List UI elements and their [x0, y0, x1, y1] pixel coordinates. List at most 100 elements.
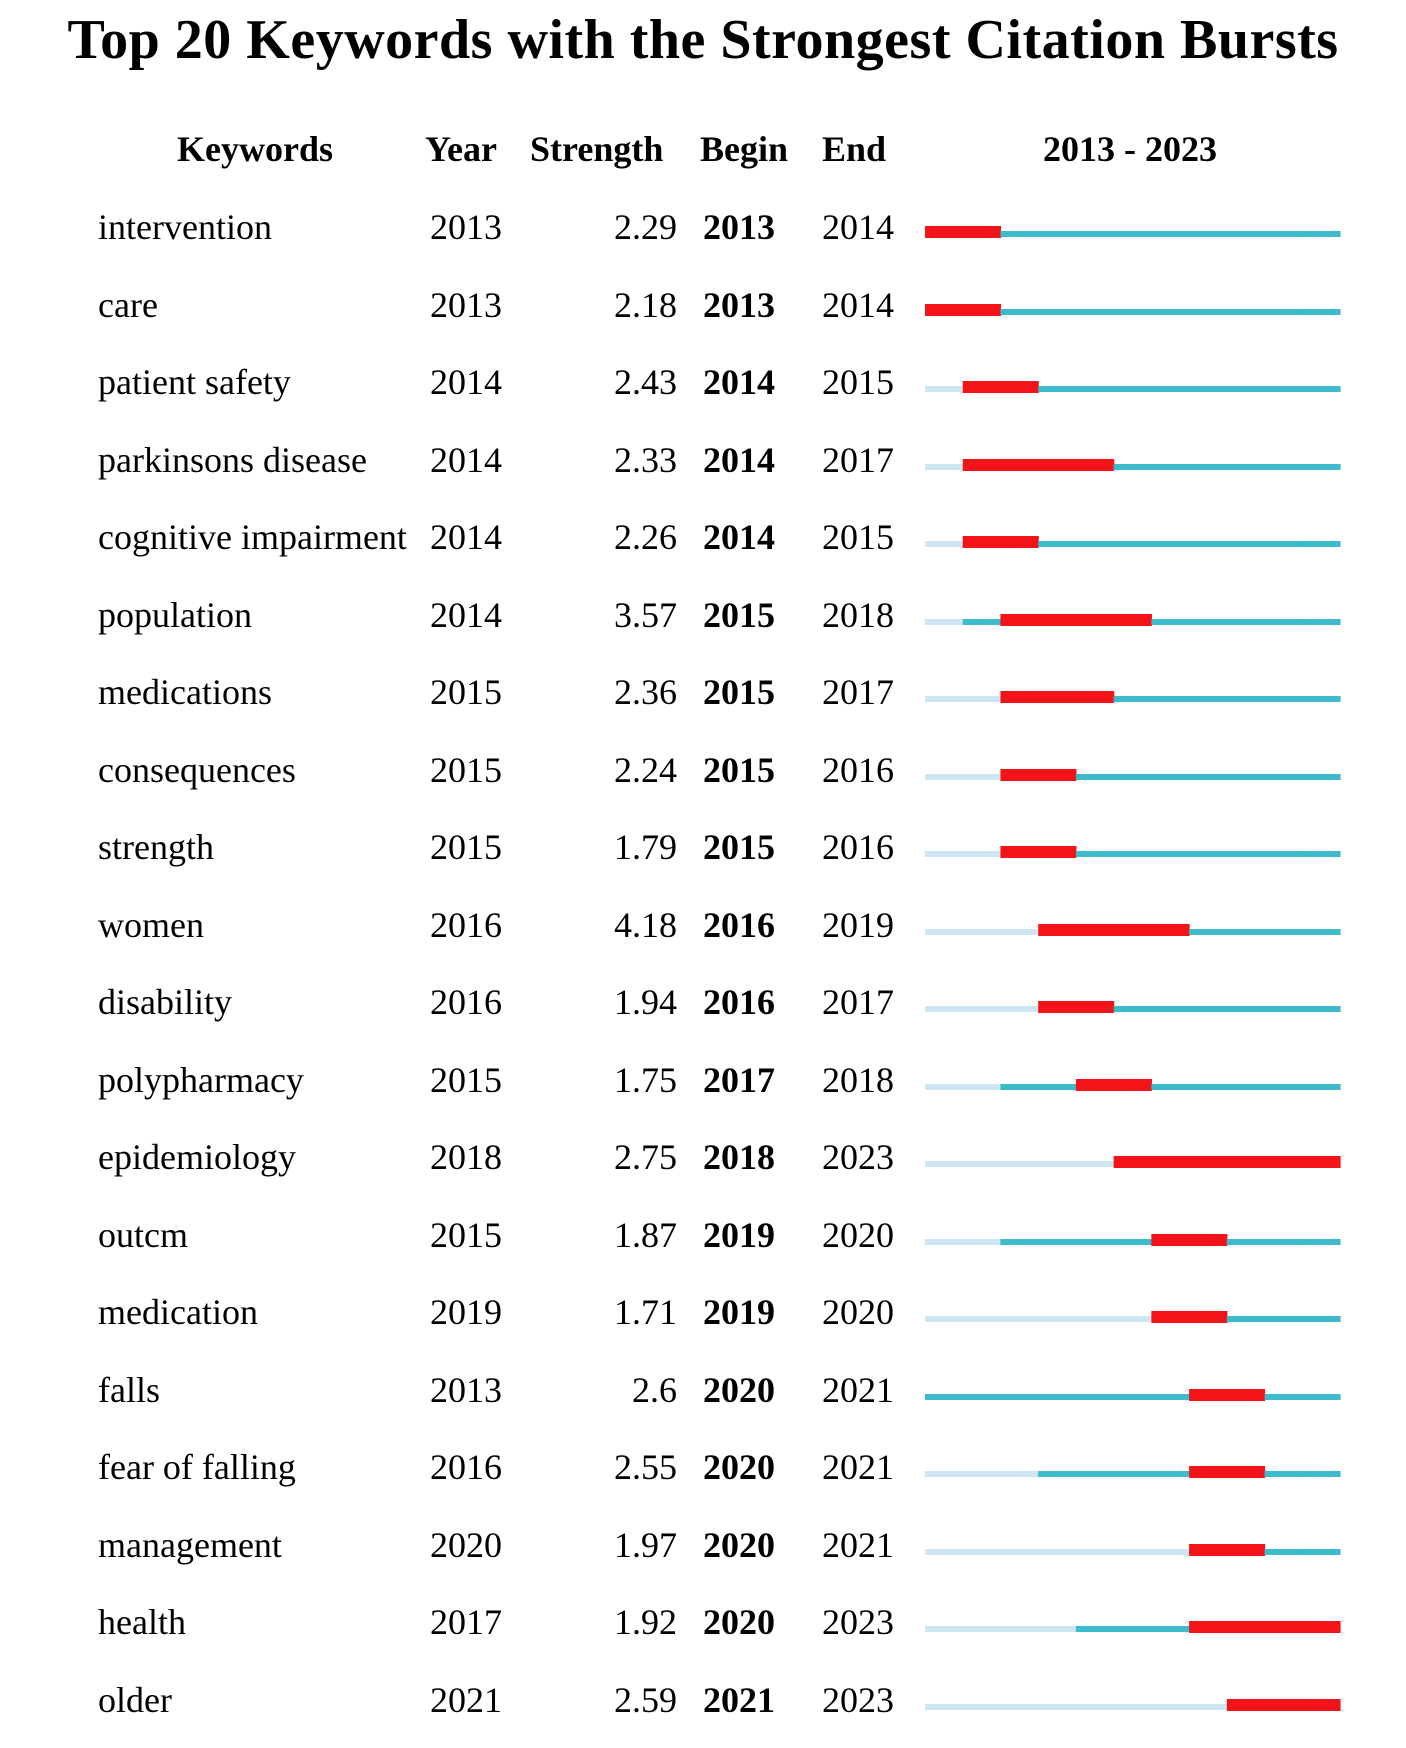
inactive-segment	[1189, 1703, 1228, 1710]
burst-segment	[925, 226, 964, 238]
inactive-segment	[1113, 1703, 1152, 1710]
keyword-cell: management	[98, 1524, 282, 1565]
burst-segment	[1113, 613, 1152, 626]
active-segment	[1151, 773, 1190, 780]
burst-segment	[962, 381, 1002, 393]
burst-segment	[1000, 768, 1039, 781]
end-cell: 2023	[822, 1602, 894, 1642]
inactive-segment	[1000, 1316, 1039, 1322]
begin-cell: 2014	[703, 439, 775, 480]
strength-cell: 1.87	[614, 1214, 677, 1255]
keyword-cell: intervention	[98, 207, 272, 247]
burst-timeline	[925, 1698, 1341, 1711]
keyword-cell: parkinsons disease	[98, 439, 367, 480]
burst-row: patient safety 2014 2.43 2014 2015	[0, 344, 1406, 421]
burst-segment	[1151, 1233, 1190, 1246]
inactive-segment	[925, 386, 964, 392]
inactive-segment	[1075, 1703, 1115, 1710]
end-cell: 2020	[822, 1214, 894, 1255]
active-segment	[1113, 1471, 1152, 1477]
strength-cell: 2.33	[614, 439, 677, 480]
active-segment	[1113, 1393, 1152, 1400]
strength-cell: 1.92	[614, 1602, 677, 1642]
active-segment	[1075, 386, 1115, 392]
year-cell: 2014	[430, 362, 502, 402]
active-segment	[1189, 928, 1228, 935]
inactive-segment	[925, 1316, 964, 1322]
year-cell: 2020	[430, 1524, 502, 1565]
end-cell: 2021	[822, 1447, 894, 1487]
strength-cell: 2.24	[614, 749, 677, 790]
header-end: End	[822, 129, 887, 169]
inactive-segment	[925, 851, 964, 857]
year-cell: 2013	[430, 1369, 502, 1410]
active-segment	[1226, 386, 1266, 392]
burst-row: disability 2016 1.94 2016 2017	[0, 964, 1406, 1041]
inactive-segment	[925, 1238, 964, 1245]
burst-segment	[1038, 691, 1077, 703]
active-segment	[1151, 696, 1190, 702]
active-segment	[1113, 231, 1152, 237]
year-cell: 2013	[430, 284, 502, 325]
begin-cell: 2020	[703, 1447, 775, 1487]
year-cell: 2013	[430, 207, 502, 247]
active-segment	[1264, 928, 1303, 935]
strength-cell: 2.36	[614, 672, 677, 712]
active-segment	[1151, 463, 1190, 470]
inactive-segment	[1075, 1161, 1115, 1167]
inactive-segment	[962, 851, 1002, 857]
active-segment	[1038, 1083, 1077, 1090]
active-segment	[1189, 851, 1228, 857]
active-segment	[1226, 1316, 1266, 1322]
chart-title: Top 20 Keywords with the Strongest Citat…	[67, 9, 1339, 71]
burst-row: management 2020 1.97 2020 2021	[0, 1507, 1406, 1584]
header-begin: Begin	[700, 129, 789, 169]
begin-cell: 2020	[703, 1369, 775, 1410]
burst-timeline	[925, 1311, 1341, 1323]
burst-segment	[1151, 923, 1190, 936]
inactive-segment	[1000, 1006, 1039, 1012]
active-segment	[1113, 386, 1152, 392]
active-segment	[1151, 1626, 1190, 1632]
active-segment	[1151, 851, 1190, 857]
end-cell: 2018	[822, 1059, 894, 1100]
begin-cell: 2013	[703, 207, 775, 247]
strength-cell: 2.75	[614, 1137, 677, 1177]
begin-cell: 2019	[703, 1214, 775, 1255]
burst-segment	[1113, 1078, 1152, 1091]
begin-cell: 2015	[703, 594, 775, 635]
active-segment	[1226, 696, 1266, 702]
active-segment	[1151, 1083, 1190, 1090]
burst-row: polypharmacy 2015 1.75 2017 2018	[0, 1042, 1406, 1119]
active-segment	[1302, 773, 1341, 780]
burst-timeline	[925, 1078, 1341, 1091]
inactive-segment	[1151, 1548, 1190, 1555]
active-segment	[1264, 1548, 1303, 1555]
active-segment	[1264, 1083, 1303, 1090]
end-cell: 2020	[822, 1292, 894, 1332]
active-segment	[1226, 463, 1266, 470]
active-segment	[1226, 231, 1266, 237]
year-cell: 2015	[430, 827, 502, 867]
burst-segment	[925, 303, 964, 316]
burst-timeline	[925, 1233, 1341, 1246]
burst-segment	[1189, 1543, 1228, 1556]
strength-cell: 2.43	[614, 362, 677, 402]
burst-segment	[1000, 458, 1039, 471]
burst-segment	[1000, 846, 1039, 858]
inactive-segment	[1038, 1316, 1077, 1322]
year-cell: 2018	[430, 1137, 502, 1177]
year-cell: 2016	[430, 904, 502, 945]
burst-row: fear of falling 2016 2.55 2020 2021	[0, 1429, 1406, 1506]
strength-cell: 3.57	[614, 594, 677, 635]
begin-cell: 2014	[703, 362, 775, 402]
active-segment	[1189, 1083, 1228, 1090]
burst-row: epidemiology 2018 2.75 2018 2023	[0, 1119, 1406, 1196]
active-segment	[1151, 1471, 1190, 1477]
active-segment	[1264, 773, 1303, 780]
year-cell: 2015	[430, 672, 502, 712]
active-segment	[1189, 618, 1228, 625]
inactive-segment	[925, 1161, 964, 1167]
inactive-segment	[1000, 1548, 1039, 1555]
